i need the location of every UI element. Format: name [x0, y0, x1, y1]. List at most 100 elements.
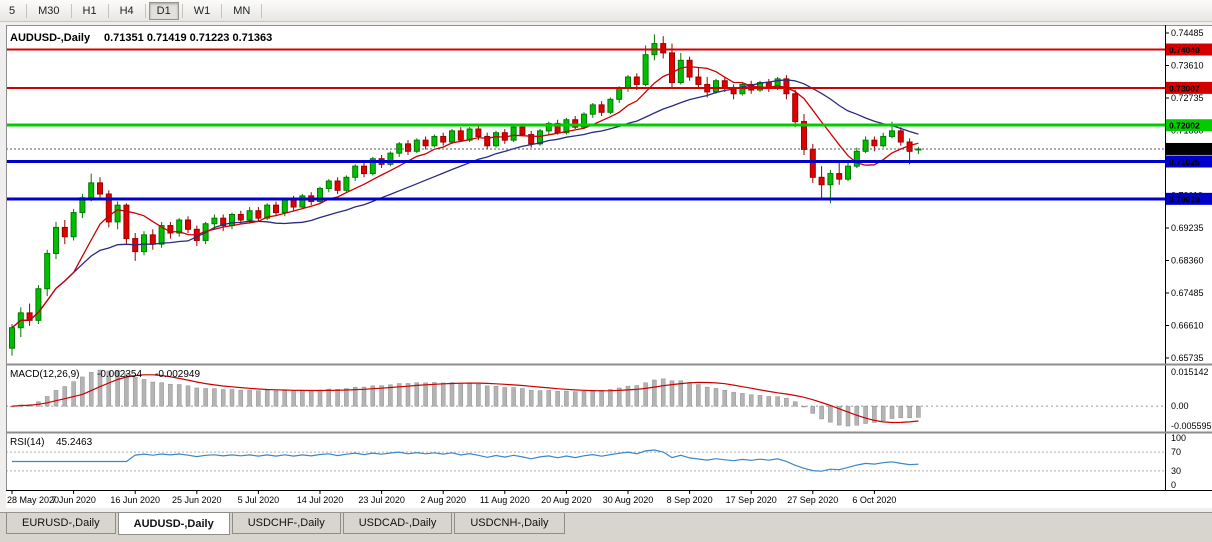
macd-histogram-bar	[361, 386, 367, 407]
macd-signal-line	[11, 374, 919, 424]
candle	[114, 201, 121, 230]
macd-histogram-bar	[194, 387, 200, 407]
macd-histogram-bar	[828, 405, 833, 423]
macd-histogram-bar	[229, 389, 235, 407]
macd-histogram-bar	[845, 405, 851, 427]
candle	[440, 132, 447, 146]
macd-histogram-bar	[388, 384, 393, 407]
candle	[185, 216, 191, 234]
macd-histogram-bar	[449, 382, 455, 407]
timeframe-button-m30[interactable]: M30	[30, 2, 67, 20]
macd-histogram-bar	[176, 384, 182, 407]
timeframe-button-w1[interactable]: W1	[186, 2, 219, 20]
macd-value-main: -0.002354	[97, 369, 142, 380]
rsi-value: 45.2463	[56, 437, 93, 448]
date-label: 23 Jul 2020	[358, 495, 405, 505]
date-label: 2 Aug 2020	[420, 495, 466, 505]
price-tick-label: 0.68360	[1171, 256, 1204, 266]
candle	[686, 56, 693, 81]
timeframe-button-d1[interactable]: D1	[148, 1, 179, 20]
candle	[299, 194, 306, 209]
timeframe-button-mn[interactable]: MN	[225, 2, 258, 20]
macd-histogram-bar	[352, 386, 358, 407]
candle	[167, 221, 174, 239]
price-line-label-box	[1166, 81, 1212, 94]
candle	[334, 177, 341, 195]
macd-histogram-bar	[599, 390, 604, 407]
price-line-label-box	[1166, 192, 1212, 205]
macd-histogram-bar	[634, 385, 640, 407]
candle	[836, 162, 843, 185]
date-label: 25 Jun 2020	[172, 495, 222, 505]
macd-histogram-bar	[537, 390, 543, 407]
price-line-label: 0.74040	[1169, 45, 1200, 55]
candle	[237, 210, 244, 224]
macd-histogram-bar	[581, 390, 587, 407]
chart-tab-eurusd[interactable]: EURUSD-,Daily	[6, 513, 116, 534]
macd-histogram-bar	[863, 405, 868, 424]
macd-histogram-bar	[115, 370, 120, 407]
chart-tab-usdcad[interactable]: USDCAD-,Daily	[342, 513, 453, 534]
candle	[211, 214, 218, 230]
chart-canvas[interactable]: 0.744850.736100.727350.718600.709850.701…	[0, 0, 1212, 512]
candle	[431, 134, 438, 148]
price-line-label: 0.72002	[1169, 121, 1200, 131]
macd-histogram-bar	[256, 390, 261, 407]
candle	[61, 220, 68, 245]
macd-histogram-bar	[185, 385, 191, 407]
date-label: 14 Jul 2020	[297, 495, 344, 505]
candle	[598, 101, 605, 117]
macd-histogram-bar	[775, 396, 780, 407]
macd-histogram-bar	[836, 405, 842, 426]
candle	[387, 151, 394, 167]
timeframe-button-5[interactable]: 5	[1, 2, 23, 20]
macd-histogram-bar	[810, 405, 816, 414]
candle	[845, 162, 851, 182]
macd-histogram-bar	[379, 385, 384, 407]
macd-histogram-bar	[616, 387, 622, 407]
macd-histogram-bar	[528, 389, 534, 407]
candle	[862, 136, 869, 154]
chart-frame	[6, 25, 1212, 491]
candle	[273, 201, 279, 217]
toolbar-separator	[70, 3, 72, 18]
macd-histogram-bar	[159, 382, 164, 407]
chart-tab-audusd[interactable]: AUDUSD-,Daily	[117, 512, 230, 535]
toolbar-separator	[181, 3, 183, 18]
rsi-line	[12, 449, 919, 472]
macd-histogram-bar	[784, 397, 789, 407]
macd-histogram-bar	[300, 390, 305, 407]
timeframe-button-h4[interactable]: H4	[112, 2, 142, 20]
macd-histogram-bar	[502, 387, 508, 407]
macd-histogram-bar	[80, 376, 85, 407]
macd-histogram-bar	[872, 405, 877, 423]
macd-histogram-bar	[141, 379, 147, 407]
candle	[44, 249, 51, 297]
date-label: 16 Jun 2020	[110, 495, 160, 505]
macd-histogram-bar	[766, 396, 772, 407]
macd-histogram-bar	[687, 382, 692, 407]
macd-histogram-bar	[53, 390, 59, 407]
macd-histogram-bar	[326, 388, 332, 407]
macd-histogram-bar	[370, 385, 376, 407]
chart-tab-usdcnh[interactable]: USDCNH-,Daily	[454, 513, 565, 534]
timeframe-button-h1[interactable]: H1	[75, 2, 105, 20]
candle	[853, 147, 860, 169]
macd-histogram-bar	[291, 390, 296, 407]
macd-histogram-bar	[264, 390, 270, 407]
chart-tab-usdchf[interactable]: USDCHF-,Daily	[231, 513, 341, 534]
macd-histogram-bar	[740, 393, 745, 407]
macd-histogram-bar	[555, 391, 560, 407]
macd-histogram-bar	[546, 390, 552, 407]
macd-axis-top: 0.015142	[1171, 367, 1209, 377]
price-axis[interactable]: 0.744850.736100.727350.718600.709850.701…	[1165, 28, 1212, 490]
candle	[35, 285, 42, 325]
horizontal-level-lines[interactable]	[6, 48, 1165, 201]
macd-histogram-bar	[520, 388, 525, 407]
macd-plot	[6, 369, 1165, 427]
date-label: 8 Sep 2020	[667, 495, 713, 505]
candle	[457, 127, 464, 143]
macd-histogram-bar	[203, 388, 208, 407]
price-line-label: 0.71025	[1169, 157, 1200, 167]
